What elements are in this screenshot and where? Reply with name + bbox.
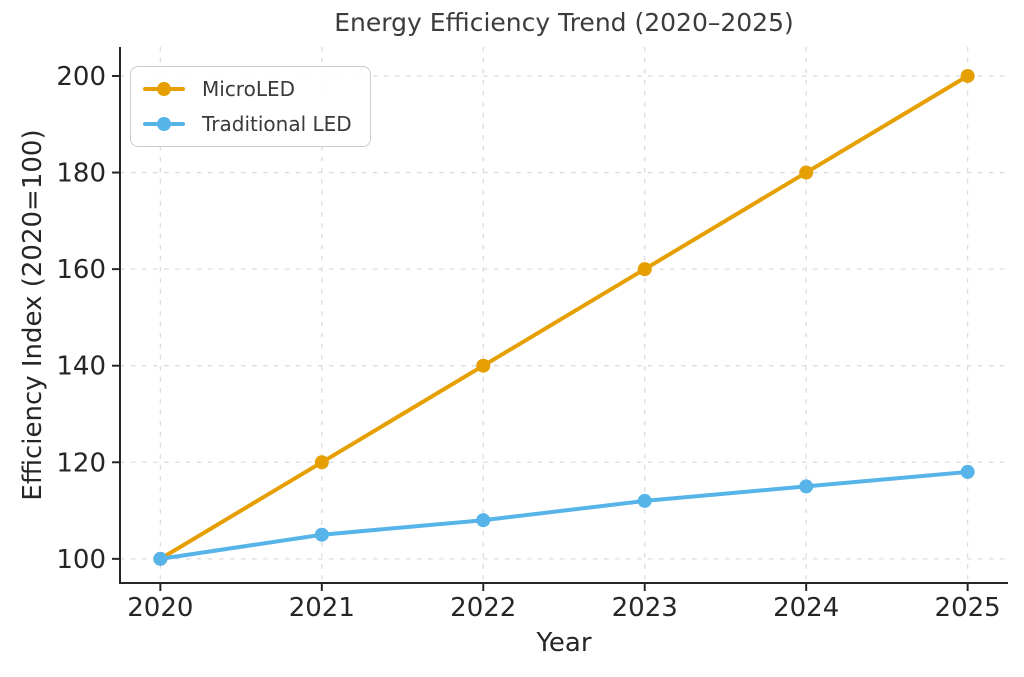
legend-item-traditional-led: Traditional LED	[143, 109, 352, 139]
legend: MicroLED Traditional LED	[130, 66, 371, 147]
data-point-traditional-led-2020	[153, 551, 168, 566]
y-tick-label-140: 140	[56, 352, 106, 382]
y-tick-label-160: 160	[56, 255, 106, 285]
data-point-microled-2022	[476, 358, 491, 373]
microled-line-marker-icon	[143, 82, 185, 96]
legend-item-microled: MicroLED	[143, 74, 352, 104]
legend-dot-swatch	[157, 117, 171, 131]
data-point-microled-2023	[637, 262, 652, 277]
x-tick-label-2023: 2023	[612, 593, 678, 623]
x-tick-label-2025: 2025	[935, 593, 1001, 623]
x-tick-label-2021: 2021	[289, 593, 355, 623]
x-tick-label-2020: 2020	[127, 593, 193, 623]
legend-label-microled: MicroLED	[202, 77, 296, 101]
data-point-microled-2021	[314, 455, 329, 470]
data-point-traditional-led-2022	[476, 513, 491, 528]
legend-label-traditional-led: Traditional LED	[202, 112, 352, 136]
data-point-traditional-led-2023	[637, 493, 652, 508]
data-point-traditional-led-2025	[960, 464, 975, 479]
data-point-microled-2025	[960, 68, 975, 83]
chart-title: Energy Efficiency Trend (2020–2025)	[334, 8, 794, 37]
series-microled-line	[158, 73, 970, 561]
data-point-microled-2024	[799, 165, 814, 180]
legend-dot-swatch	[157, 82, 171, 96]
data-point-traditional-led-2021	[314, 527, 329, 542]
y-tick-label-180: 180	[56, 159, 106, 189]
data-point-traditional-led-2024	[799, 479, 814, 494]
traditional-led-line-marker-icon	[143, 117, 185, 131]
y-tick-label-120: 120	[56, 448, 106, 478]
x-tick-label-2022: 2022	[450, 593, 516, 623]
series-traditional-led-line	[158, 469, 970, 561]
x-axis-label: Year	[536, 628, 592, 658]
y-tick-label-200: 200	[56, 62, 106, 92]
x-tick-label-2024: 2024	[773, 593, 839, 623]
y-tick-label-100: 100	[56, 545, 106, 575]
